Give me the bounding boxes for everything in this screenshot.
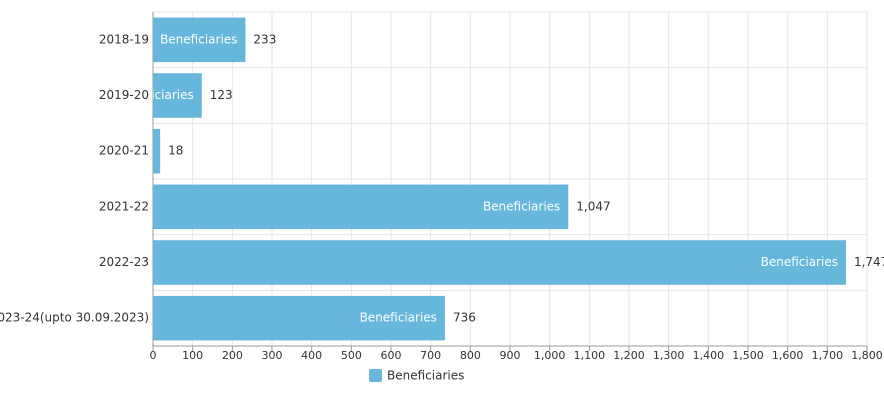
x-tick-label: 1,500	[732, 349, 764, 362]
bar-inner-label: Beneficiaries	[116, 88, 193, 102]
y-tick-label: 2023-24(upto 30.09.2023)	[0, 311, 149, 325]
bar	[153, 240, 846, 285]
x-tick-label: 1,700	[812, 349, 844, 362]
y-tick-label: 2018-19	[99, 32, 149, 46]
x-tick-label: 600	[381, 349, 402, 362]
bar-inner-label: Beneficiaries	[483, 199, 560, 213]
value-label: 18	[168, 144, 183, 158]
x-tick-label: 1,000	[534, 349, 566, 362]
value-label: 736	[453, 311, 476, 325]
bar-inner-label: Beneficiaries	[160, 32, 237, 46]
value-label: 123	[210, 88, 233, 102]
bar	[153, 184, 569, 230]
y-tick-label: 2021-22	[99, 199, 149, 213]
x-tick-label: 1,800	[851, 349, 883, 362]
x-tick-label: 1,400	[693, 349, 725, 362]
x-tick-label: 500	[341, 349, 362, 362]
bar-inner-label: Beneficiaries	[360, 311, 437, 325]
x-tick-label: 1,600	[772, 349, 804, 362]
value-label: 1,747	[854, 255, 884, 269]
x-tick-label: 0	[150, 349, 157, 362]
bar	[153, 17, 246, 63]
legend-swatch	[369, 369, 382, 382]
x-tick-label: 200	[222, 349, 243, 362]
legend-label: Beneficiaries	[387, 369, 464, 383]
x-tick-label: 400	[301, 349, 322, 362]
value-label: 1,047	[576, 199, 610, 213]
x-tick-label: 100	[182, 349, 203, 362]
x-tick-label: 300	[262, 349, 283, 362]
x-tick-label: 1,100	[574, 349, 606, 362]
bar-inner-label: Beneficiaries	[761, 255, 838, 269]
y-tick-label: 2019-20	[99, 88, 149, 102]
x-tick-label: 1,300	[653, 349, 685, 362]
y-tick-label: 2022-23	[99, 255, 149, 269]
bar	[153, 295, 445, 341]
bar	[153, 128, 161, 174]
x-tick-label: 800	[460, 349, 481, 362]
value-label: 233	[253, 32, 276, 46]
x-tick-label: 900	[500, 349, 521, 362]
x-tick-label: 1,200	[613, 349, 645, 362]
bar	[153, 73, 202, 118]
x-tick-label: 700	[420, 349, 441, 362]
y-tick-label: 2020-21	[99, 144, 149, 158]
